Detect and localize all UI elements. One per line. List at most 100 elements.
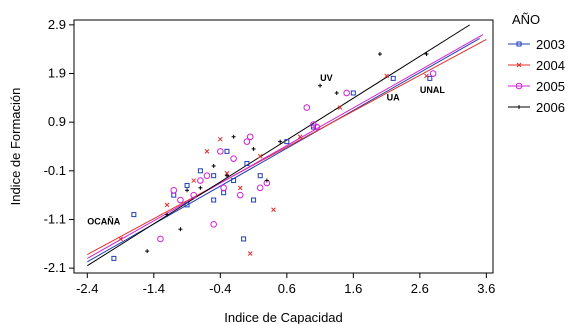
legend: AÑO 2003 2004 2005 2006 xyxy=(508,12,565,115)
data-point-2004 xyxy=(224,170,230,176)
data-point-2003 xyxy=(390,75,396,81)
y-tick-label: -1.1 xyxy=(44,211,66,226)
legend-item-2004: 2004 xyxy=(508,58,565,73)
data-point-2004 xyxy=(164,202,170,208)
data-point-2003 xyxy=(231,178,237,184)
data-point-2006 xyxy=(198,185,203,190)
data-point-2005 xyxy=(256,184,264,192)
data-point-2003 xyxy=(284,139,290,145)
x-tick-label: -0.4 xyxy=(209,281,231,296)
x-tick-label: 2.6 xyxy=(411,281,429,296)
data-point-2005 xyxy=(230,155,237,162)
regression-line-2006 xyxy=(87,24,470,267)
data-point-2004 xyxy=(271,207,276,213)
legend-item-2006: 2006 xyxy=(508,100,565,115)
data-point-2004 xyxy=(257,153,263,159)
legend-label: 2006 xyxy=(536,100,565,115)
data-point-2004 xyxy=(384,73,389,79)
plot-frame xyxy=(73,19,494,274)
data-point-2004 xyxy=(237,185,243,191)
data-point-2003 xyxy=(350,90,356,96)
data-point-2005 xyxy=(190,191,198,199)
data-point-2005 xyxy=(303,104,311,111)
data-point-2004 xyxy=(204,149,210,154)
x-tick-label: 0.6 xyxy=(278,281,296,296)
data-point-2006 xyxy=(185,188,190,193)
x-axis-title: Indice de Capacidad xyxy=(224,310,343,324)
y-axis: -2.1 -1.1 -0.1 0.9 1.9 2.9 xyxy=(44,17,74,275)
data-point-2006 xyxy=(231,134,236,139)
legend-item-2003: 2003 xyxy=(508,37,565,52)
data-point-2005 xyxy=(246,133,254,141)
data-point-2003 xyxy=(211,173,217,179)
y-tick-label: -0.1 xyxy=(44,163,66,178)
data-point-2003 xyxy=(224,148,230,154)
data-point-2006 xyxy=(211,163,216,168)
data-point-2006 xyxy=(377,52,382,57)
data-point-2006 xyxy=(318,83,323,88)
data-point-2003 xyxy=(131,212,137,218)
data-point-2005 xyxy=(157,235,164,243)
data-point-2004 xyxy=(424,73,429,79)
y-tick-label: -2.1 xyxy=(44,260,66,275)
x-tick-label: 3.6 xyxy=(477,281,495,296)
data-point-2005 xyxy=(203,172,211,179)
legend-label: 2004 xyxy=(536,58,565,73)
x-axis: -2.4 -1.4 -0.4 0.6 1.6 2.6 3.6 xyxy=(76,273,495,296)
x-tick-label: -2.4 xyxy=(76,281,98,296)
data-point-2003 xyxy=(171,192,177,198)
legend-title: AÑO xyxy=(512,12,540,27)
legend-marker-2006 xyxy=(517,105,521,109)
data-point-2003 xyxy=(184,182,190,188)
plot-area xyxy=(73,19,494,274)
data-point-2005 xyxy=(429,70,437,77)
legend-marker-2003 xyxy=(516,41,522,47)
data-point-2005 xyxy=(197,177,204,184)
annotation-label: OCAÑA xyxy=(87,216,120,226)
data-point-2006 xyxy=(334,90,339,95)
regression-line-2005 xyxy=(87,34,484,259)
legend-label: 2005 xyxy=(536,79,565,94)
y-axis-title: Indice de Formación xyxy=(8,88,23,206)
data-point-2004 xyxy=(297,134,303,140)
data-point-2005 xyxy=(313,123,321,131)
data-point-2004 xyxy=(191,178,197,183)
legend-marker-2005 xyxy=(515,82,523,90)
y-tick-label: 1.9 xyxy=(48,66,66,81)
data-point-2006 xyxy=(145,249,150,254)
data-point-2005 xyxy=(220,184,227,192)
data-point-2005 xyxy=(236,191,244,199)
scatter-points xyxy=(111,52,437,261)
data-point-2003 xyxy=(427,75,433,81)
data-point-2004 xyxy=(118,236,123,242)
data-point-2006 xyxy=(224,173,229,178)
data-point-2005 xyxy=(217,148,224,155)
data-point-2006 xyxy=(424,52,429,57)
data-point-2005 xyxy=(243,138,251,145)
data-point-2003 xyxy=(257,173,263,179)
data-point-2004 xyxy=(217,136,223,142)
legend-marker-2004 xyxy=(516,62,522,68)
data-point-2003 xyxy=(244,161,250,167)
x-tick-label: 1.6 xyxy=(344,281,362,296)
data-point-2006 xyxy=(178,227,183,232)
data-point-2005 xyxy=(170,186,178,194)
legend-item-2005: 2005 xyxy=(508,79,565,94)
data-point-2005 xyxy=(343,89,350,97)
data-point-2004 xyxy=(337,105,343,110)
data-point-2003 xyxy=(241,236,247,242)
data-point-2004 xyxy=(247,251,253,256)
data-point-2006 xyxy=(165,212,170,217)
data-point-2005 xyxy=(210,221,217,228)
data-point-2003 xyxy=(221,190,227,196)
annotation-label: UV xyxy=(320,73,333,83)
annotation-label: UA xyxy=(387,92,400,102)
data-point-2003 xyxy=(111,255,117,261)
legend-label: 2003 xyxy=(536,37,565,52)
regression-line-2004 xyxy=(87,39,487,255)
data-point-2006 xyxy=(264,178,269,183)
data-point-2005 xyxy=(177,196,184,204)
regression-lines xyxy=(87,24,487,267)
data-point-2003 xyxy=(251,197,257,203)
